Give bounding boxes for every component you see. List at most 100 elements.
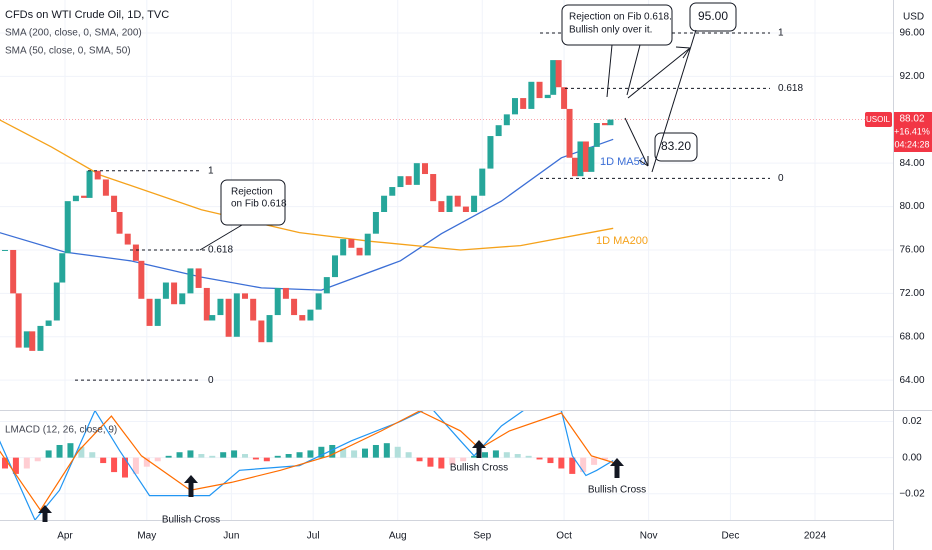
- histogram-bar: [263, 457, 270, 462]
- candle: [53, 282, 60, 321]
- histogram-bar: [318, 446, 325, 458]
- histogram-bar: [209, 455, 216, 458]
- candle: [405, 176, 412, 185]
- countdown: 04:24:28: [894, 139, 929, 149]
- y-tick-label: 0.00: [902, 452, 922, 463]
- histogram-bar: [132, 457, 139, 474]
- indicator-label: SMA (50, close, 0, SMA, 50): [5, 46, 131, 57]
- histogram-bar: [252, 457, 259, 460]
- candle: [550, 60, 557, 95]
- candle: [187, 268, 194, 294]
- x-tick-label: Nov: [640, 531, 658, 542]
- grid: [0, 0, 893, 520]
- histogram-bar: [460, 457, 467, 462]
- fib-label: 0.618: [778, 83, 803, 94]
- candle: [348, 239, 355, 248]
- candle: [217, 298, 224, 316]
- candle: [588, 146, 595, 172]
- candle: [430, 174, 437, 202]
- candle: [397, 176, 404, 188]
- candle: [593, 123, 600, 147]
- candle: [571, 157, 578, 177]
- histogram-bar: [12, 457, 19, 474]
- histogram-bar: [525, 455, 532, 458]
- callout-box: [654, 132, 698, 162]
- callout-box: [220, 179, 286, 226]
- candle: [381, 195, 388, 212]
- candle: [601, 123, 608, 126]
- histogram-bar: [307, 450, 314, 458]
- candle: [446, 195, 453, 212]
- x-tick-label: May: [137, 531, 156, 542]
- x-tick-label: Apr: [57, 531, 73, 542]
- histogram-bar: [351, 450, 358, 458]
- cross-arrow: [38, 505, 52, 522]
- histogram-bar: [547, 457, 554, 464]
- histogram-bar: [296, 452, 303, 458]
- histogram-bar: [329, 444, 336, 458]
- candle: [72, 195, 79, 202]
- candle: [132, 244, 139, 261]
- fib-label: 0: [778, 173, 784, 184]
- chart-title: CFDs on WTI Crude Oil, 1D, TVC: [5, 9, 169, 21]
- symbol-label: USOIL: [866, 115, 891, 124]
- candle: [340, 239, 347, 256]
- histogram-bar: [536, 457, 543, 460]
- price-box: [894, 112, 932, 152]
- candle: [372, 211, 379, 234]
- candle: [86, 170, 93, 198]
- candle: [138, 260, 145, 299]
- y-tick-label: 0.02: [902, 416, 922, 427]
- histogram-bar: [34, 457, 41, 462]
- candle: [413, 163, 420, 185]
- histogram-bar: [601, 457, 608, 460]
- candle: [299, 315, 306, 321]
- candle: [203, 287, 210, 321]
- histogram-bar: [580, 457, 587, 473]
- arrow: [199, 224, 243, 251]
- candle: [64, 201, 71, 254]
- candle: [528, 81, 535, 109]
- ma-label: 1D MA200: [596, 235, 648, 247]
- candle: [258, 320, 265, 343]
- histogram-bar: [416, 457, 423, 462]
- candle: [171, 282, 178, 305]
- macd-title: LMACD (12, 26, close, 9): [5, 425, 117, 436]
- callout-text: Bullish only over it.: [569, 25, 652, 36]
- histogram-bar: [394, 446, 401, 458]
- histogram-bar: [78, 446, 85, 458]
- candle: [479, 168, 486, 196]
- candle: [566, 108, 573, 158]
- candle: [291, 298, 298, 316]
- histogram-bar: [111, 457, 118, 473]
- fib-label: 1: [778, 28, 784, 39]
- candle: [209, 315, 216, 321]
- candle: [315, 293, 322, 310]
- histogram-bar: [100, 457, 107, 464]
- candle: [154, 298, 161, 326]
- histogram-bar: [154, 457, 161, 462]
- x-tick-label: Oct: [556, 531, 572, 542]
- x-tick-label: Dec: [722, 531, 740, 542]
- candle: [266, 315, 273, 343]
- candle: [577, 141, 584, 177]
- arrow: [626, 44, 641, 96]
- candle: [511, 98, 518, 115]
- axes: Apr May Jun Jul Aug Sep Oct Nov Dec 2024 64.00 68.0…: [57, 28, 925, 542]
- y-tick-label: 72.00: [899, 288, 924, 299]
- y-tick-label: 80.00: [899, 201, 924, 212]
- histogram-bar: [45, 450, 52, 458]
- histogram-bar: [492, 450, 499, 458]
- candle: [555, 60, 562, 88]
- histogram-bar: [471, 455, 478, 458]
- histogram-bar: [449, 457, 456, 465]
- histogram-bar: [187, 450, 194, 458]
- indicator-label: SMA (200, close, 0, SMA, 200): [5, 28, 142, 39]
- candle: [102, 179, 109, 196]
- arrow: [624, 117, 649, 167]
- price-pane: 1D MA50 1D MA200 1 0.618 0 1 0.618 0: [0, 28, 893, 386]
- x-tick-label: 2024: [804, 531, 827, 542]
- arrow: [675, 46, 691, 49]
- fib-label: 0: [208, 375, 214, 386]
